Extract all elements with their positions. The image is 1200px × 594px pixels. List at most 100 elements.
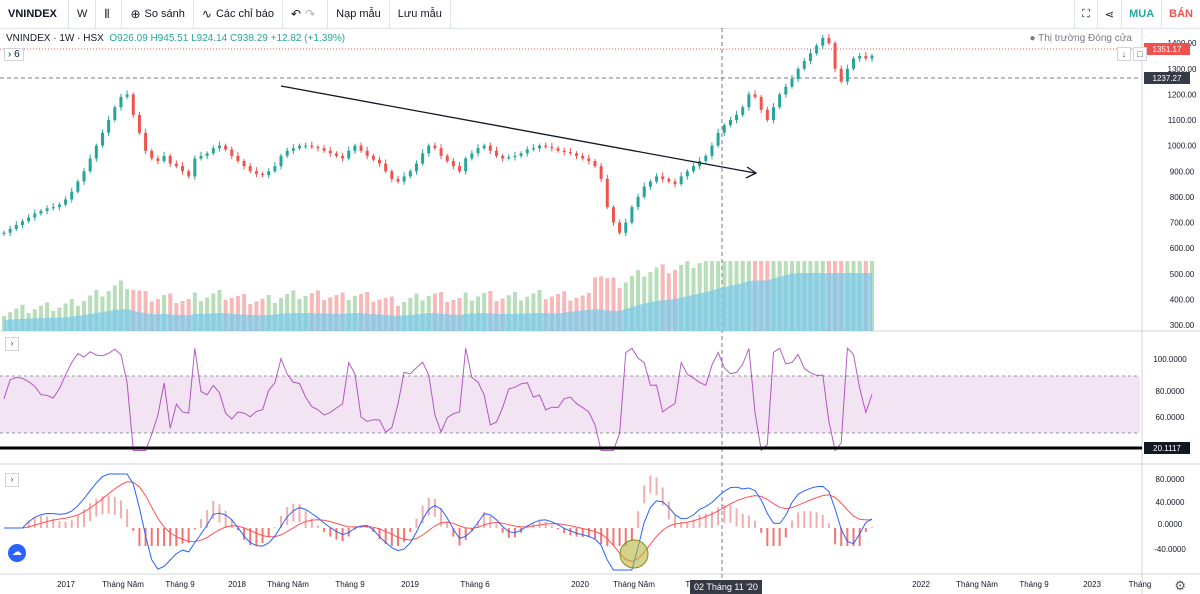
indicators-button[interactable]: ∿ Các chỉ báo [194, 0, 284, 28]
time-tick-label: 2018 [228, 580, 246, 589]
macd-histogram-bar [544, 522, 547, 528]
volume-bar [592, 277, 597, 331]
candle-body [802, 61, 806, 69]
macd-histogram-bar [409, 528, 412, 533]
macd-histogram-bar [427, 497, 430, 516]
candle-body [685, 171, 689, 177]
volume-bar [242, 294, 247, 331]
macd-histogram-bar [735, 508, 738, 527]
current-price-tag: 1351.17 [1153, 45, 1182, 54]
chevron-right-icon: › [10, 474, 14, 484]
macd-histogram-bar [630, 528, 633, 541]
maximize-pane-control[interactable]: □ [1133, 47, 1147, 61]
macd-histogram-bar [366, 526, 369, 528]
macd-histogram-bar [569, 528, 572, 536]
plus-circle-icon: ⊕ [130, 7, 141, 21]
candle-body [64, 199, 68, 205]
volume-bar [432, 293, 437, 331]
scroll-down-control[interactable]: ↓ [1117, 47, 1131, 61]
fullscreen-button[interactable]: ⛶ [1074, 0, 1097, 28]
macd-histogram-bar [384, 528, 387, 544]
candle-body [445, 155, 449, 161]
gear-icon[interactable]: ⚙ [1174, 578, 1186, 593]
macd-histogram-bar [747, 515, 750, 528]
macd-histogram-bar [156, 528, 159, 546]
candle-body [655, 176, 659, 182]
chart-canvas[interactable]: 1400.001300.001200.001100.001000.00900.0… [0, 28, 1200, 594]
macd-histogram-bar [33, 516, 36, 528]
volume-bar [106, 291, 111, 331]
buy-button[interactable]: MUA [1121, 0, 1161, 28]
candle-body [821, 38, 825, 46]
volume-bar [562, 291, 567, 331]
symbol-search[interactable]: VNINDEX [0, 0, 69, 28]
candle-body [408, 171, 412, 177]
candle-body [642, 186, 646, 197]
volume-bar [137, 290, 142, 331]
candle-body [2, 232, 6, 235]
price-tick-label: 700.00 [1170, 219, 1195, 228]
macd-histogram-bar [692, 519, 695, 528]
indicator-collapse-toggle[interactable]: › 6 [4, 48, 24, 61]
candle-body [20, 221, 24, 226]
macd-histogram-bar [52, 518, 55, 528]
candle-body [316, 146, 320, 149]
undo-icon[interactable]: ↶ [291, 7, 302, 21]
macd-histogram-bar [821, 514, 824, 528]
candle-body [113, 107, 117, 120]
price-tick-label: 1000.00 [1168, 142, 1197, 151]
macd-line [4, 473, 873, 571]
candle-body [611, 207, 615, 223]
time-tick-label: Tháng 6 [460, 580, 490, 589]
volume-bar [309, 293, 314, 331]
candle-body [525, 149, 529, 154]
chevron-right-icon: › [10, 338, 14, 348]
volume-bar [235, 296, 240, 331]
macd-tick-label: 80.0000 [1156, 475, 1185, 484]
candle-body [187, 171, 191, 177]
volume-bar [94, 290, 99, 331]
save-template-button[interactable]: Lưu mẫu [390, 0, 451, 28]
volume-bar [69, 299, 74, 331]
time-crosshair-label: 02 Tháng 11 '20 [690, 580, 762, 594]
compare-button[interactable]: ⊕ So sánh [122, 0, 194, 28]
macd-histogram-bar [618, 528, 621, 546]
candle-body [150, 150, 154, 159]
redo-icon[interactable]: ↷ [305, 7, 316, 21]
candle-body [747, 94, 751, 108]
rsi-tick-label: 60.0000 [1156, 413, 1185, 422]
load-template-button[interactable]: Nạp mẫu [328, 0, 390, 28]
candle-body [156, 158, 160, 161]
macd-histogram-bar [230, 519, 233, 528]
arrow-down-icon: ↓ [1121, 49, 1127, 59]
macd-histogram-bar [138, 528, 141, 546]
volume-bar [537, 290, 542, 331]
volume-bar [482, 293, 487, 331]
candle-body [556, 148, 560, 151]
rsi-pane-toggle[interactable]: › [5, 337, 19, 351]
crosshair-price-tag-bg [1144, 72, 1190, 84]
candle-body [451, 161, 455, 167]
macd-histogram-bar [846, 528, 849, 546]
price-tick-label: 1300.00 [1168, 65, 1197, 74]
share-icon: ⋖ [1104, 8, 1115, 21]
macd-histogram-bar [440, 508, 443, 527]
candle-body [870, 55, 874, 59]
macd-pane-toggle[interactable]: › [5, 473, 19, 487]
macd-histogram-bar [729, 504, 732, 523]
candle-body [76, 181, 80, 192]
candle-body [839, 68, 843, 82]
macd-histogram-bar [378, 528, 381, 540]
chart-type-button[interactable]: ⫴ [96, 0, 123, 28]
macd-histogram-bar [637, 511, 640, 528]
rsi-line [3, 347, 873, 452]
sell-button[interactable]: BÁN [1161, 0, 1200, 28]
candle-body [691, 166, 695, 172]
legend-ohlc: O926.09 H945.51 L924.14 C938.29 +12.82 (… [109, 33, 346, 44]
volume-bar [285, 294, 290, 331]
interval-button[interactable]: W [69, 0, 97, 28]
macd-histogram-bar [852, 528, 855, 546]
volume-bar [88, 295, 93, 331]
candle-body [236, 155, 240, 161]
share-button[interactable]: ⋖ [1096, 0, 1121, 28]
